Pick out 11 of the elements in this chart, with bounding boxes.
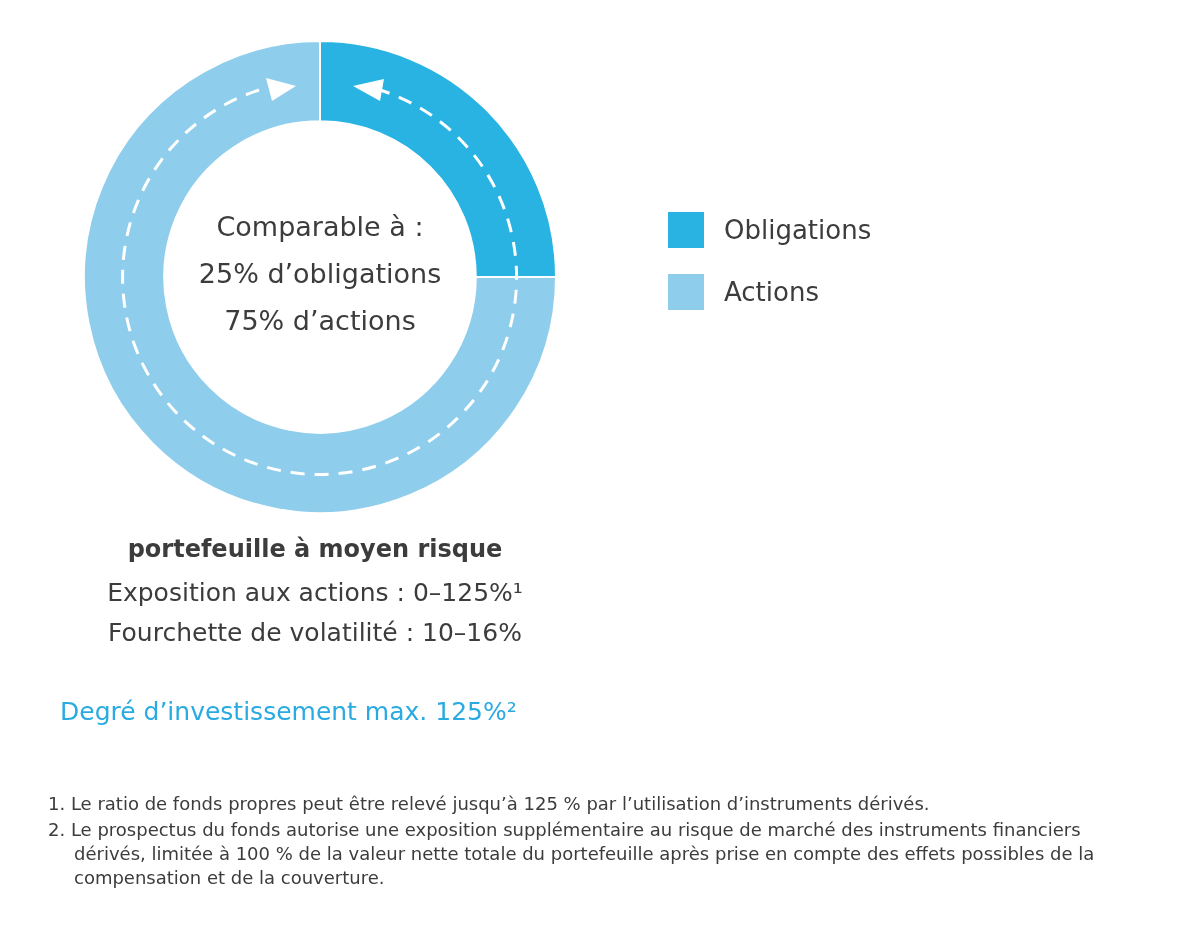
legend-label: Obligations bbox=[724, 215, 872, 245]
text: Degré d’investissement max. 125%² bbox=[60, 697, 517, 726]
legend-label: Actions bbox=[724, 277, 819, 307]
text: Exposition aux actions : 0–125%¹ bbox=[106, 577, 524, 609]
text: 2. Le prospectus du fonds autorise une exposition supplémentaire au risque de marché des instruments financiers dérivés, limitée à 100 % de la valeur nette totale du portefeuille après prise en compte des effets possibles de la compensation et de la couverture. bbox=[48, 818, 1096, 890]
text: 1. Le ratio de fonds propres peut être relevé jusqu’à 125 % par l’utilisation d’instruments dérivés. bbox=[48, 792, 931, 816]
text: portefeuille à moyen risque bbox=[126, 535, 504, 563]
text: Comparable à : bbox=[216, 211, 424, 243]
text: 75% d’actions bbox=[224, 305, 416, 337]
text: 25% d’obligations bbox=[198, 258, 442, 290]
text: Fourchette de volatilité : 10–16% bbox=[107, 617, 523, 649]
